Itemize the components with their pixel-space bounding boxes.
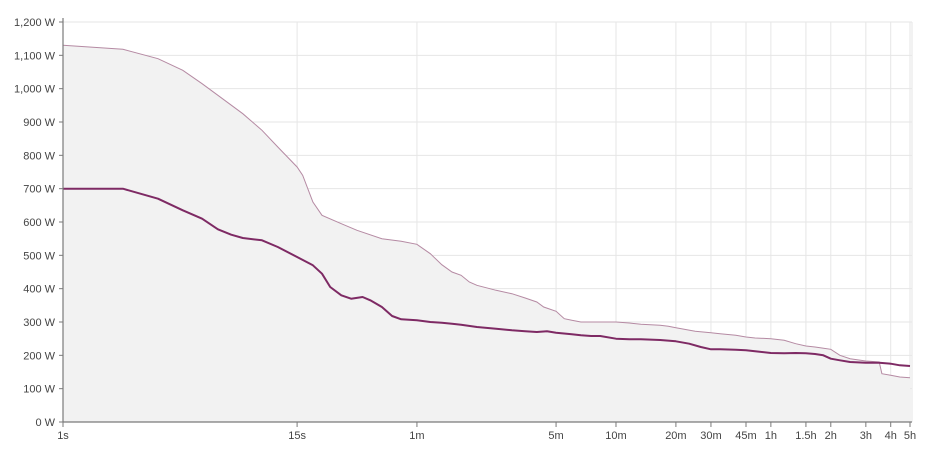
y-tick-label: 400 W: [23, 284, 55, 296]
x-tick-label: 2h: [825, 430, 837, 442]
y-tick-label: 1,200 W: [14, 17, 56, 29]
y-tick-label: 100 W: [23, 384, 55, 396]
x-tick-label: 15s: [288, 430, 306, 442]
x-tick-label: 45m: [735, 430, 756, 442]
x-tick-label: 1m: [409, 430, 424, 442]
y-tick-label: 600 W: [23, 217, 55, 229]
x-tick-label: 1.5h: [795, 430, 816, 442]
envelope-line: [62, 44, 911, 379]
y-tick-label: 800 W: [23, 150, 55, 162]
y-tick-label: 900 W: [23, 117, 55, 129]
chart-series: [62, 44, 911, 423]
x-tick-label: 4h: [885, 430, 897, 442]
y-tick-label: 1,000 W: [14, 84, 56, 96]
x-tick-label: 5h: [904, 430, 916, 442]
x-tick-label: 20m: [665, 430, 686, 442]
y-tick-label: 500 W: [23, 250, 55, 262]
y-tick-label: 1,100 W: [14, 50, 56, 62]
x-tick-label: 1h: [765, 430, 777, 442]
y-tick-label: 700 W: [23, 184, 55, 196]
x-tick-label: 1s: [57, 430, 69, 442]
y-axis-ticks: 0 W 100 W 200 W 300 W 400 W 500 W 600 W 700 W 80…: [14, 17, 63, 429]
envelope-area: [63, 45, 910, 423]
x-tick-label: 3h: [860, 430, 872, 442]
y-tick-label: 200 W: [23, 350, 55, 362]
x-tick-label: 5m: [548, 430, 563, 442]
x-axis-ticks: 1s 15s 1m 5m 10m 20m 30m 45m 1h 1.5h 2h 3h 4h 5h: [57, 422, 916, 442]
y-tick-label: 300 W: [23, 317, 55, 329]
power-curve-line: [63, 187, 911, 367]
x-tick-label: 10m: [605, 430, 626, 442]
x-tick-label: 30m: [700, 430, 721, 442]
y-tick-label: 0 W: [35, 417, 55, 429]
